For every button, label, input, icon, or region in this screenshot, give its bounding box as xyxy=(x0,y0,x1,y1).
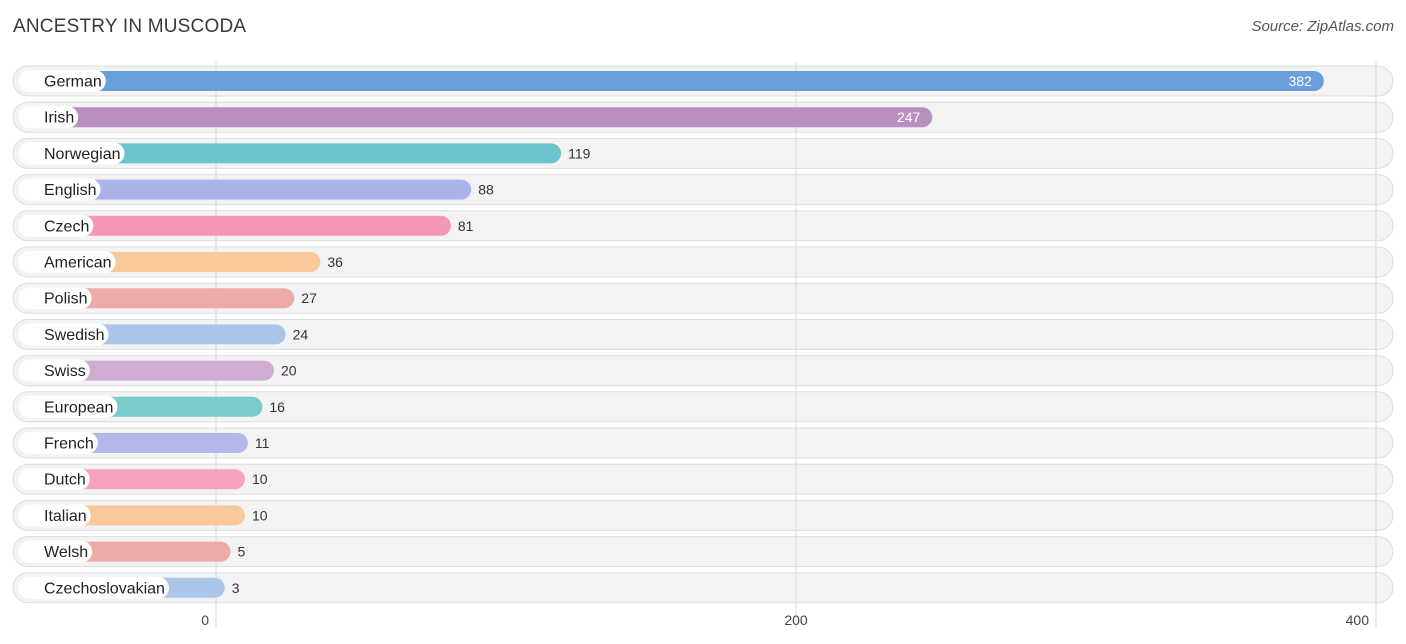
category-label: French xyxy=(44,436,94,453)
row-track xyxy=(12,499,1394,531)
bar-czech xyxy=(18,215,451,236)
value-label: 10 xyxy=(252,471,268,487)
category-label: Norwegian xyxy=(44,146,120,163)
row-track xyxy=(12,463,1394,495)
value-label: 27 xyxy=(301,290,317,306)
bar-row-dutch: Dutch 10 xyxy=(18,468,268,491)
value-label: 88 xyxy=(478,182,494,198)
bar-row-swedish: Swedish 24 xyxy=(18,323,309,346)
label-pill xyxy=(18,106,79,129)
value-label: 81 xyxy=(458,218,474,234)
label-pill xyxy=(18,287,92,310)
label-pill xyxy=(18,576,169,599)
label-pill xyxy=(18,214,94,237)
value-label: 20 xyxy=(281,363,297,379)
label-pill xyxy=(18,359,90,382)
bar-row-welsh: Welsh 5 xyxy=(18,540,246,563)
value-label: 5 xyxy=(238,544,246,560)
label-pill xyxy=(18,540,93,563)
label-pill xyxy=(18,142,125,165)
value-label: 16 xyxy=(269,399,285,415)
value-label: 3 xyxy=(232,580,240,596)
bar-row-american: American 36 xyxy=(18,251,343,273)
label-pill xyxy=(18,251,116,273)
label-pill xyxy=(18,468,90,491)
bar-row-irish: Irish 247 xyxy=(18,106,933,129)
label-pill xyxy=(18,432,98,454)
bar-row-european: European 16 xyxy=(18,395,285,418)
bar-row-czech: Czech 81 xyxy=(18,214,474,237)
row-track xyxy=(12,572,1394,604)
bar-row-polish: Polish 27 xyxy=(18,287,317,310)
value-label: 10 xyxy=(252,507,268,523)
row-track xyxy=(12,536,1394,568)
category-label: European xyxy=(44,399,113,416)
category-label: Swedish xyxy=(44,327,104,344)
value-label: 36 xyxy=(327,254,343,270)
label-pill xyxy=(18,395,118,418)
category-label: Czech xyxy=(44,218,89,235)
tick-label-200: 200 xyxy=(784,612,808,628)
row-track xyxy=(12,246,1394,278)
chart-title: ANCESTRY IN MUSCODA xyxy=(13,16,247,37)
bar-row-english: English 88 xyxy=(18,178,494,201)
bar-row-german: German 382 xyxy=(18,70,1324,92)
category-label: Czechoslovakian xyxy=(44,580,165,597)
category-label: Dutch xyxy=(44,472,86,489)
value-label: 119 xyxy=(568,145,591,161)
value-label: 24 xyxy=(293,326,309,342)
category-label: German xyxy=(44,74,102,91)
bar-row-norwegian: Norwegian 119 xyxy=(18,142,591,165)
row-track xyxy=(12,427,1394,459)
value-label: 382 xyxy=(1288,73,1312,89)
bar-row-italian: Italian 10 xyxy=(18,504,268,527)
row-track xyxy=(12,391,1394,423)
value-label: 247 xyxy=(897,109,921,125)
label-pill xyxy=(18,504,91,527)
tick-label-400: 400 xyxy=(1346,612,1370,628)
bar-row-czechoslovakian: Czechoslovakian 3 xyxy=(18,576,240,599)
category-label: Welsh xyxy=(44,544,88,561)
row-track xyxy=(12,355,1394,387)
bar-irish xyxy=(18,107,933,128)
category-label: Irish xyxy=(44,110,74,127)
category-label: English xyxy=(44,182,96,199)
category-label: Swiss xyxy=(44,363,86,380)
row-track xyxy=(12,282,1394,314)
bar-norwegian xyxy=(18,143,562,164)
category-label: Italian xyxy=(44,508,87,525)
label-pill xyxy=(18,323,109,346)
tick-label-0: 0 xyxy=(201,612,209,628)
bar-german xyxy=(18,71,1324,91)
source-credit: Source: ZipAtlas.com xyxy=(1251,18,1394,35)
value-label: 11 xyxy=(255,435,270,451)
category-label: American xyxy=(44,255,112,272)
bar-row-swiss: Swiss 20 xyxy=(18,359,297,382)
bar-english xyxy=(18,179,472,200)
x-axis-ticks: 0 200 400 xyxy=(201,612,1369,628)
row-track xyxy=(12,318,1394,350)
bar-row-french: French 11 xyxy=(18,432,270,454)
label-pill xyxy=(18,70,106,92)
category-label: Polish xyxy=(44,291,88,308)
label-pill xyxy=(18,178,101,201)
